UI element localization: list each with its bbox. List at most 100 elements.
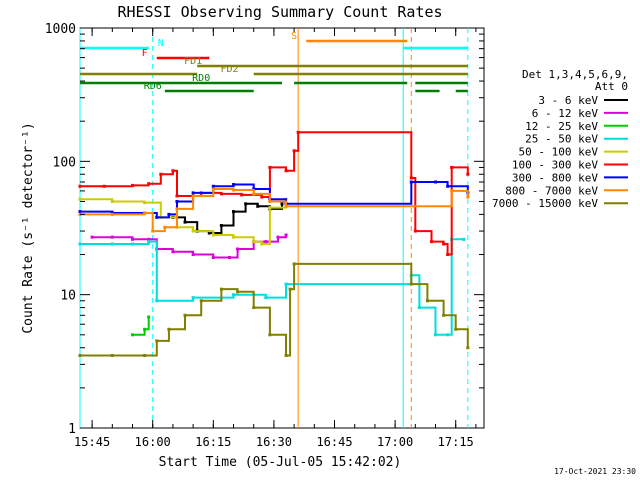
- series-6-point: [191, 191, 195, 195]
- series-4-point: [143, 201, 147, 205]
- series-0-point: [219, 224, 223, 228]
- legend-label-4: 50 - 100 keV: [519, 146, 599, 159]
- legend-title-line2: Att 0: [595, 80, 628, 93]
- series-7-point: [110, 212, 114, 216]
- series-6-point: [78, 210, 82, 214]
- series-5-point: [147, 182, 151, 186]
- series-0-point: [232, 210, 236, 214]
- series-5-point: [260, 195, 264, 199]
- series-1-point: [147, 237, 151, 241]
- series-line-8: [80, 262, 469, 357]
- series-5-point: [102, 184, 106, 188]
- series-6-point: [175, 199, 179, 203]
- series-8-point: [78, 353, 82, 357]
- series-5-point: [466, 172, 470, 176]
- series-3-point: [284, 282, 288, 286]
- series-4-point: [268, 206, 272, 210]
- y-axis-label: Count Rate (s⁻¹ detector⁻¹): [21, 122, 36, 333]
- series-7-point: [466, 195, 470, 199]
- series-8-point: [268, 333, 272, 337]
- series-1-point: [90, 235, 94, 239]
- mode-change-lines: [79, 28, 469, 428]
- series-6-point: [155, 215, 159, 219]
- series-4-point: [191, 229, 195, 233]
- flag-fd1-label: FD1: [184, 56, 202, 67]
- legend-label-0: 3 - 6 keV: [538, 94, 598, 107]
- series-0-point: [244, 202, 248, 206]
- x-tick-label: 16:30: [256, 435, 292, 449]
- legend-title-line1: Det 1,3,4,5,6,9,: [522, 68, 628, 81]
- series-2-point: [131, 333, 135, 337]
- x-tick-label: 17:15: [438, 435, 474, 449]
- legend-label-2: 12 - 25 keV: [525, 120, 598, 133]
- series-line-5: [80, 131, 469, 256]
- x-tick-label: 16:00: [135, 435, 171, 449]
- series-3-point: [446, 333, 450, 337]
- series-line-6: [80, 181, 469, 219]
- series-8-point: [288, 287, 292, 291]
- series-8-point: [143, 353, 147, 357]
- series-6-point: [446, 184, 450, 188]
- series-1-point: [171, 250, 175, 254]
- series-0-point: [280, 202, 284, 206]
- series-1-point: [284, 233, 288, 237]
- series-line-7: [80, 188, 469, 233]
- series-4-point: [78, 197, 82, 201]
- series-3-point: [78, 242, 82, 246]
- series-4-point: [260, 242, 264, 246]
- series-6-point: [409, 180, 413, 184]
- plot-frame: [79, 27, 485, 429]
- series-7-point: [151, 229, 155, 233]
- series-8-point: [219, 287, 223, 291]
- series-6-point: [434, 180, 438, 184]
- series-1-point: [227, 255, 231, 259]
- series-8-point: [284, 353, 288, 357]
- series-1-point: [110, 235, 114, 239]
- series-line-2: [132, 317, 150, 336]
- series-8-point: [454, 327, 458, 331]
- series-7-point: [211, 187, 215, 191]
- series-7-point: [284, 204, 288, 208]
- series-3-point: [264, 296, 268, 300]
- series-4-point: [211, 233, 215, 237]
- flag-fd2-label: FD2: [220, 64, 238, 75]
- series-8-point: [252, 306, 256, 310]
- series-line-1: [92, 235, 287, 259]
- series-5-point: [240, 193, 244, 197]
- series-7-point: [268, 199, 272, 203]
- series-4-point: [252, 240, 256, 244]
- x-tick-label: 15:45: [74, 435, 110, 449]
- series-8-point: [425, 299, 429, 303]
- flag-n-label: N: [158, 38, 164, 49]
- series-3-point: [417, 306, 421, 310]
- flag-f-label: F: [142, 48, 148, 59]
- chart-title: RHESSI Observing Summary Count Rates: [117, 3, 442, 21]
- series-8-point: [167, 327, 171, 331]
- series-2-point: [143, 327, 147, 331]
- series-7-point: [450, 189, 454, 193]
- series-5-point: [159, 172, 163, 176]
- series-8-point: [236, 290, 240, 294]
- series-1-point: [236, 247, 240, 251]
- series-8-point: [110, 353, 114, 357]
- timestamp: 17-Oct-2021 23:30: [554, 467, 636, 476]
- series-8-point: [442, 313, 446, 317]
- legend-label-1: 6 - 12 keV: [532, 107, 599, 120]
- x-tick-label: 16:45: [316, 435, 352, 449]
- series-5-point: [268, 165, 272, 169]
- series-2-point: [147, 315, 151, 319]
- flag-rd6-label: RD6: [144, 81, 162, 92]
- series-6-point: [167, 212, 171, 216]
- series-1-point: [131, 237, 135, 241]
- series-0-point: [207, 231, 211, 235]
- series-7-point: [175, 207, 179, 211]
- y-tick-label: 10: [60, 289, 76, 304]
- series-7-point: [232, 188, 236, 192]
- series-5-point: [284, 169, 288, 173]
- series-8-point: [199, 299, 203, 303]
- legend-label-5: 100 - 300 keV: [512, 159, 598, 172]
- series-3-point: [155, 299, 159, 303]
- series-7-point: [163, 225, 167, 229]
- series-1-point: [264, 240, 268, 244]
